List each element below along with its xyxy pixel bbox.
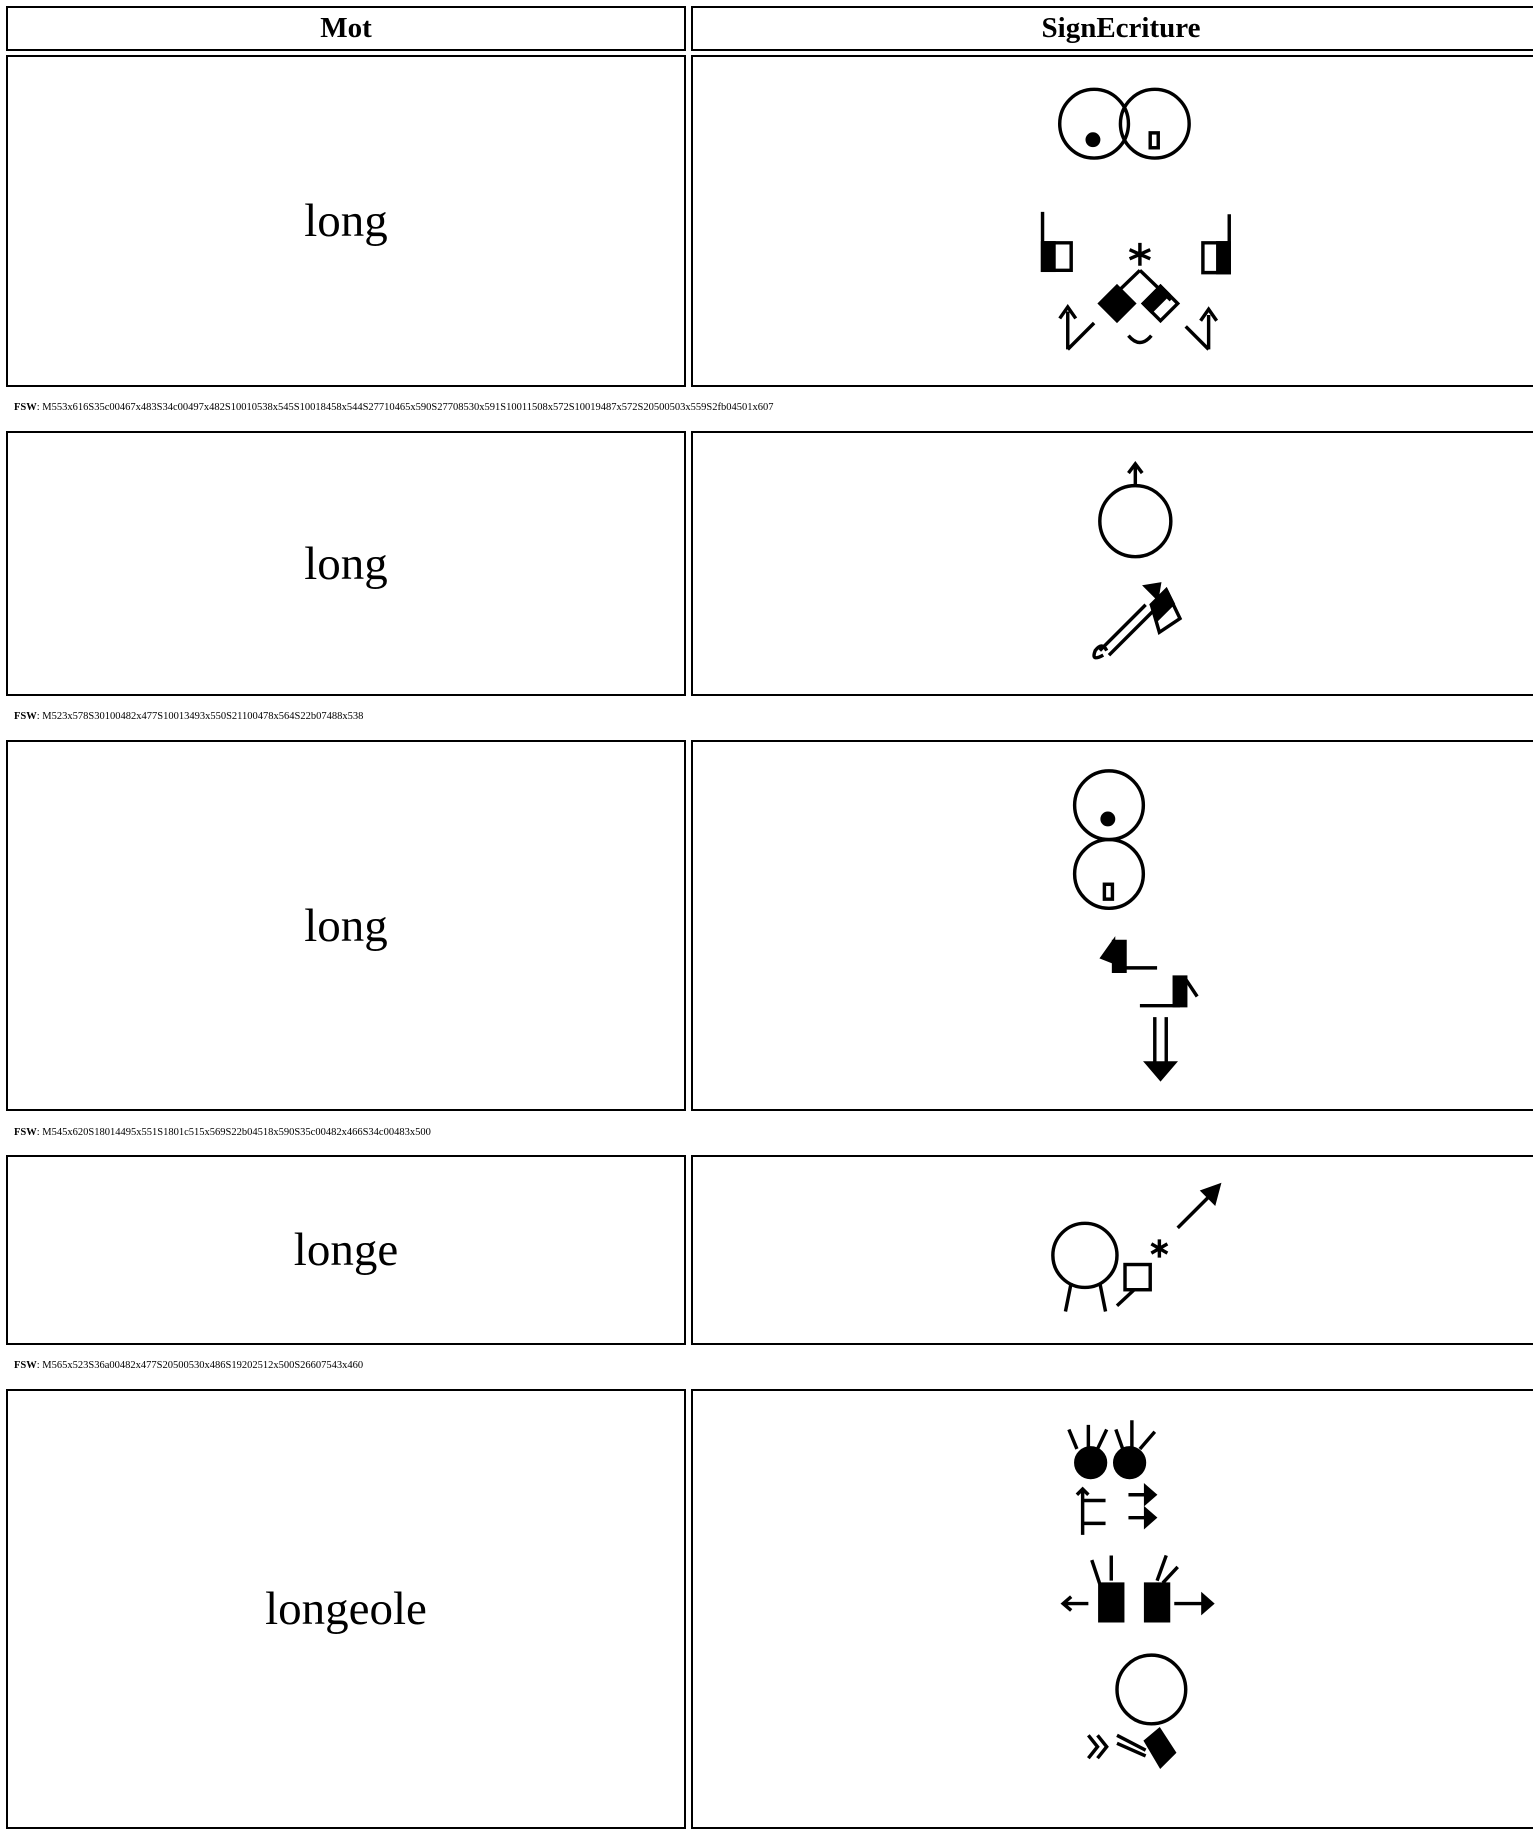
header-cell: SignEcriture <box>691 6 1533 51</box>
fsw-line: FSW: M565x523S36a00482x477S20500530x486S… <box>14 1360 363 1371</box>
word-cell: long <box>6 740 686 1111</box>
sign-cell <box>691 431 1533 696</box>
fsw-label: FSW <box>14 1360 37 1371</box>
fsw-code: : M545x620S18014495x551S1801c515x569S22b… <box>36 1127 431 1138</box>
word: longe <box>293 1224 399 1276</box>
word: long <box>304 899 388 952</box>
fsw-label: FSW <box>14 1127 37 1138</box>
fsw-code: : M553x616S35c00467x483S34c00497x482S100… <box>36 402 774 413</box>
word-cell: longe <box>6 1155 686 1345</box>
fsw-line: FSW: M523x578S30100482x477S10013493x550S… <box>14 711 363 722</box>
fsw-code: : M565x523S36a00482x477S20500530x486S192… <box>36 1360 364 1371</box>
fsw-line: FSW: M545x620S18014495x551S1801c515x569S… <box>14 1127 431 1138</box>
fsw-line: FSW: M553x616S35c00467x483S34c00497x482S… <box>14 402 773 413</box>
word-cell: long <box>6 55 686 387</box>
fsw-label: FSW <box>14 711 37 722</box>
fsw-code: : M523x578S30100482x477S10013493x550S211… <box>36 711 364 722</box>
sign-cell <box>691 740 1533 1111</box>
sign-cell <box>691 1155 1533 1345</box>
word: long <box>304 537 388 590</box>
header-text: SignEcriture <box>1041 12 1201 44</box>
header-text: Mot <box>320 12 372 44</box>
word: longeole <box>265 1583 427 1635</box>
fsw-label: FSW <box>14 402 37 413</box>
sign-cell <box>691 55 1533 387</box>
word-cell: long <box>6 431 686 696</box>
header-cell: Mot <box>6 6 686 51</box>
word: long <box>304 195 388 247</box>
